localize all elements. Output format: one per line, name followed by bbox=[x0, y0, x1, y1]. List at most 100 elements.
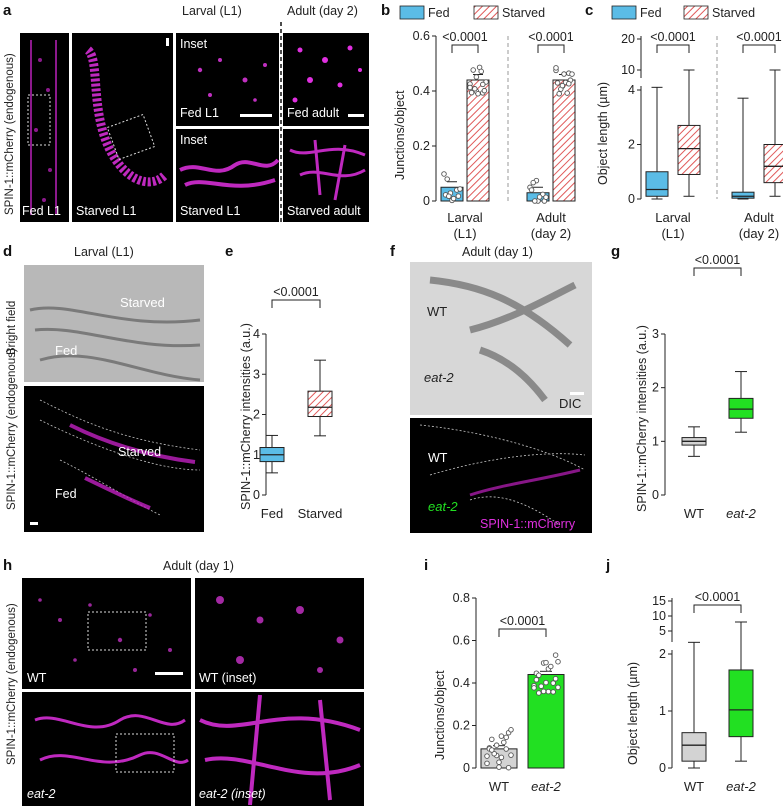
panel-label-b: b bbox=[381, 2, 390, 19]
chart-b-xlabel-0-b: (L1) bbox=[453, 226, 476, 241]
label-d-fed-bottom: Fed bbox=[55, 487, 77, 501]
label-f-eat2-bottom: eat-2 bbox=[428, 499, 458, 514]
bright-field-worms bbox=[29, 306, 201, 382]
chart-j-xlabel-0: WT bbox=[684, 779, 704, 794]
panel-d-header: Larval (L1) bbox=[74, 245, 134, 259]
panel-label-d: d bbox=[3, 243, 12, 260]
starved-l1-worm bbox=[84, 46, 169, 187]
chart-i-dots-0-point-11 bbox=[484, 760, 490, 767]
label-h-eat2: eat-2 bbox=[27, 787, 56, 801]
image-fed-adult bbox=[283, 33, 369, 126]
label-h-wt: WT bbox=[27, 671, 47, 685]
chart-b-ytick-label-0: 0 bbox=[423, 194, 430, 208]
chart-c-box-0-0-box bbox=[645, 171, 669, 197]
chart-i-dots-1-point-8 bbox=[555, 684, 561, 691]
h-wt-signal bbox=[38, 598, 172, 672]
chart-e: 0 1 2 3 4 <0.0001 Fed Starved bbox=[253, 285, 342, 521]
chart-c-1-pvalue: <0.0001 bbox=[736, 30, 782, 44]
chart-j-box-0-box bbox=[681, 732, 707, 762]
chart-i-ytick-label-4: 0.8 bbox=[453, 591, 470, 605]
chart-i-dots-1-point-9 bbox=[538, 683, 544, 689]
legend-c-fed-swatch bbox=[611, 5, 637, 20]
image-h-wt-inset bbox=[195, 578, 364, 689]
label-h-eat2-inset: eat-2 (inset) bbox=[199, 787, 266, 801]
chart-i-dots-1-point-16 bbox=[552, 676, 559, 682]
chart-c: 0 2 4 10 20 <0.0001 Larval(L1) <0.0001 Adult(day… bbox=[621, 30, 783, 241]
label-inset-top: Inset bbox=[180, 37, 208, 51]
chart-b-dots-1-1-point-8 bbox=[569, 71, 575, 77]
chart-c-ylabel: Object length (µm) bbox=[596, 82, 610, 185]
chart-b-ytick-label-1: 0.2 bbox=[413, 139, 430, 153]
label-inset-bottom: Inset bbox=[180, 133, 208, 147]
panel-a-ylabel: SPIN-1::mCherry (endogenous) bbox=[4, 53, 16, 215]
image-h-wt bbox=[22, 578, 191, 689]
chart-b-dots-1-1-point-12 bbox=[559, 82, 566, 89]
chart-i-dots-0-point-6 bbox=[489, 736, 495, 743]
chart-c-ytick-label-2: 4 bbox=[628, 83, 635, 97]
chart-b-dots-1-1-point-4 bbox=[561, 71, 567, 77]
chart-b-dots-1-0-point-13 bbox=[480, 81, 486, 88]
scale-bar-f bbox=[570, 392, 584, 395]
h-eat2-inset-box bbox=[115, 733, 175, 773]
label-fed-adult: Fed adult bbox=[287, 106, 340, 120]
fed-l1-signal bbox=[30, 40, 57, 215]
chart-i-dots-0-point-2 bbox=[503, 734, 509, 741]
chart-i-xlabel-1: eat-2 bbox=[531, 779, 561, 794]
chart-b-dots-1-0-point-6 bbox=[470, 67, 476, 73]
chart-b-bar-starved-1 bbox=[552, 79, 576, 202]
chart-e-ytick-label-1: 1 bbox=[253, 448, 260, 462]
chart-b-ytick-label-3: 0.6 bbox=[413, 29, 430, 43]
chart-i-dots-0-point-10 bbox=[501, 739, 507, 746]
chart-e-ytick-label-0: 0 bbox=[253, 488, 260, 502]
chart-i-dots-1-point-13 bbox=[550, 689, 556, 695]
chart-j-ytick-label-1: 1 bbox=[659, 704, 666, 718]
f-fluorescence-signal bbox=[469, 468, 581, 497]
label-f-wt-top: WT bbox=[427, 304, 447, 319]
chart-i-ylabel: Junctions/object bbox=[433, 670, 447, 760]
chart-g-box-1-box bbox=[728, 397, 754, 419]
panel-label-e: e bbox=[225, 243, 233, 260]
chart-c-ytick-label-h1: 20 bbox=[621, 32, 635, 46]
h-eat2-inset-signal bbox=[199, 694, 361, 806]
chart-e-ytick-label-3: 3 bbox=[253, 367, 260, 381]
chart-j-ytick-label-h2: 15 bbox=[652, 594, 666, 608]
chart-i-dots-1-point-17 bbox=[536, 672, 542, 679]
chart-j-ytick-label-h0: 5 bbox=[659, 624, 666, 638]
chart-i-xlabel-0: WT bbox=[489, 779, 509, 794]
chart-c-box-0-1-box bbox=[731, 191, 755, 199]
chart-g-xlabel-1: eat-2 bbox=[726, 506, 756, 521]
scale-bar-d bbox=[30, 522, 38, 525]
chart-b-xlabel-1-a: Adult bbox=[536, 210, 566, 225]
chart-b-1-pvalue: <0.0001 bbox=[528, 30, 574, 44]
panel-label-a: a bbox=[3, 2, 12, 19]
chart-g-xlabel-0: WT bbox=[684, 506, 704, 521]
image-bright-field bbox=[24, 265, 204, 382]
chart-i-dots-1-point-18 bbox=[545, 688, 552, 695]
fed-l1-inset-signal bbox=[197, 58, 267, 102]
chart-i-dots-0-point-13 bbox=[503, 746, 509, 752]
chart-b-xlabel-0-a: Larval bbox=[447, 210, 483, 225]
label-f-spin: SPIN-1::mCherry bbox=[480, 517, 576, 531]
chart-b-dots-0-1-point-7 bbox=[536, 194, 543, 200]
chart-c-1-bracket bbox=[742, 44, 776, 53]
image-h-eat2-inset bbox=[195, 692, 364, 806]
chart-c-xlabel-0-b: (L1) bbox=[661, 226, 684, 241]
chart-b-dots-0-0-point-5 bbox=[455, 193, 462, 199]
chart-i-dots-0-point-12 bbox=[493, 742, 500, 748]
panel-a-header-larval: Larval (L1) bbox=[182, 4, 242, 18]
chart-i-dots-1-point-6 bbox=[536, 690, 542, 696]
chart-i-ytick-label-3: 0.6 bbox=[453, 634, 470, 648]
chart-b-0-bracket bbox=[451, 44, 479, 53]
chart-i-ytick-label-2: 0.4 bbox=[453, 676, 470, 690]
label-fed-l1: Fed L1 bbox=[22, 204, 61, 218]
chart-b-dots-0-0-point-7 bbox=[450, 195, 457, 202]
chart-i-dots-0-point-5 bbox=[505, 764, 512, 771]
chart-b-dots-1-0-point-3 bbox=[468, 89, 475, 96]
chart-b-bar-starved-0 bbox=[466, 79, 490, 202]
panel-d-ylabel: SPIN-1::mCherry (endogenous) bbox=[6, 348, 18, 510]
chart-b-ylabel: Junctions/object bbox=[393, 90, 407, 180]
panel-f-header: Adult (day 1) bbox=[462, 245, 533, 259]
chart-b-dots-1-0-point-12 bbox=[473, 74, 480, 80]
chart-c-xlabel-0-a: Larval bbox=[655, 210, 691, 225]
